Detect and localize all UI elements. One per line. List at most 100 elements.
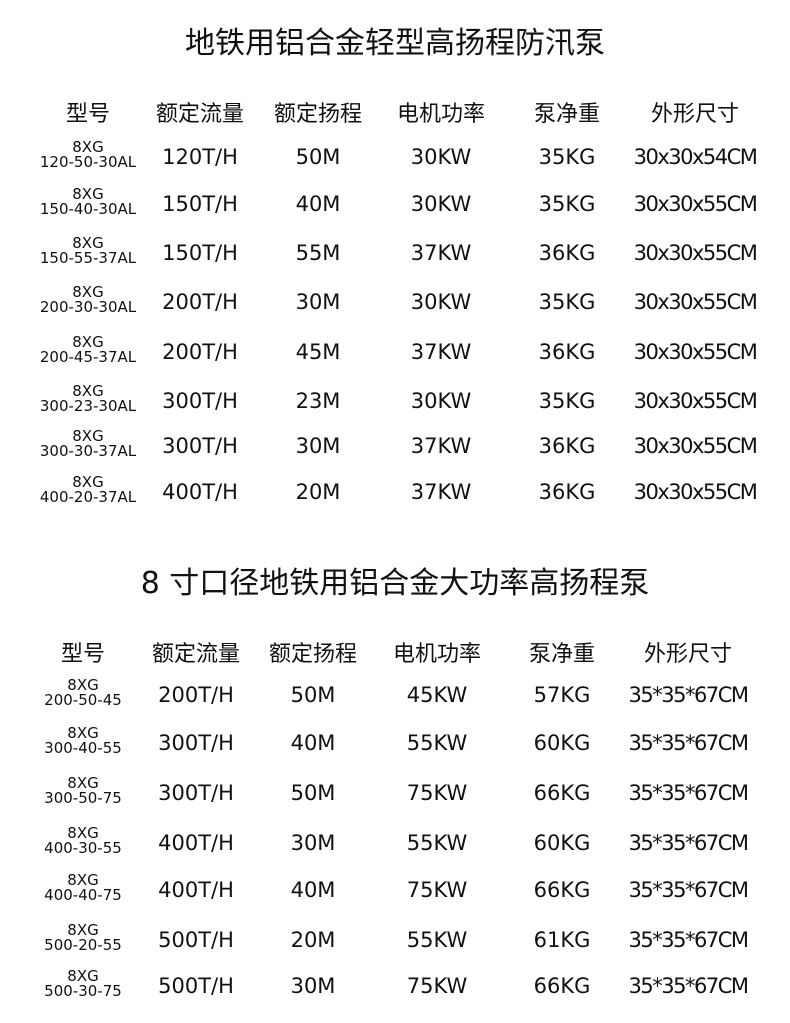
flow-rate-cell: 150T/H xyxy=(162,192,238,216)
net-weight-cell: 35KG xyxy=(538,192,596,216)
head-cell: 40M xyxy=(290,731,336,755)
dimensions-cell: 30x30x55CM xyxy=(633,480,758,504)
motor-power-cell: 75KW xyxy=(406,974,468,998)
model-cell: 8XG 400-20-37AL xyxy=(40,475,136,505)
model-cell: 8XG 120-50-30AL xyxy=(40,140,136,170)
column-header: 泵净重 xyxy=(533,102,601,127)
table-title: 地铁用铝合金轻型高扬程防汛泵 xyxy=(185,26,605,61)
column-header: 外形尺寸 xyxy=(643,642,733,667)
flow-rate-cell: 500T/H xyxy=(158,928,234,952)
flow-rate-cell: 500T/H xyxy=(158,974,234,998)
table-title: 8 寸口径地铁用铝合金大功率高扬程泵 xyxy=(140,566,650,601)
dimensions-cell: 35*35*67CM xyxy=(628,831,749,855)
head-cell: 50M xyxy=(295,145,341,169)
model-series: 8XG xyxy=(67,724,99,742)
column-header: 电机功率 xyxy=(392,642,482,667)
net-weight-cell: 35KG xyxy=(538,389,596,413)
net-weight-cell: 35KG xyxy=(538,145,596,169)
dimensions-cell: 35*35*67CM xyxy=(628,731,749,755)
model-series: 8XG xyxy=(67,921,99,939)
model-number: 150-40-30AL xyxy=(39,200,137,218)
head-cell: 30M xyxy=(290,831,336,855)
flow-rate-cell: 300T/H xyxy=(162,389,238,413)
dimensions-cell: 30x30x55CM xyxy=(633,241,758,265)
net-weight-cell: 36KG xyxy=(538,241,596,265)
column-header: 型号 xyxy=(60,642,106,667)
model-number: 400-20-37AL xyxy=(39,488,137,506)
net-weight-cell: 36KG xyxy=(538,434,596,458)
model-series: 8XG xyxy=(72,185,104,203)
model-series: 8XG xyxy=(72,283,104,301)
net-weight-cell: 61KG xyxy=(533,928,591,952)
model-series: 8XG xyxy=(72,427,104,445)
model-number: 120-50-30AL xyxy=(39,153,137,171)
flow-rate-cell: 150T/H xyxy=(162,241,238,265)
flow-rate-cell: 200T/H xyxy=(162,290,238,314)
column-header: 额定扬程 xyxy=(268,642,358,667)
column-header: 额定扬程 xyxy=(273,102,363,127)
motor-power-cell: 55KW xyxy=(406,731,468,755)
model-number: 400-30-55 xyxy=(44,839,122,857)
dimensions-cell: 30x30x55CM xyxy=(633,340,758,364)
model-series: 8XG xyxy=(72,473,104,491)
motor-power-cell: 37KW xyxy=(410,434,472,458)
head-cell: 20M xyxy=(290,928,336,952)
motor-power-cell: 37KW xyxy=(410,241,472,265)
model-series: 8XG xyxy=(72,333,104,351)
column-header: 外形尺寸 xyxy=(650,102,740,127)
dimensions-cell: 30x30x54CM xyxy=(633,145,758,169)
dimensions-cell: 35*35*67CM xyxy=(628,928,749,952)
motor-power-cell: 37KW xyxy=(410,480,472,504)
model-series: 8XG xyxy=(72,234,104,252)
model-cell: 8XG 400-30-55 xyxy=(44,826,122,856)
flow-rate-cell: 300T/H xyxy=(158,731,234,755)
model-cell: 8XG 150-55-37AL xyxy=(40,236,136,266)
flow-rate-cell: 200T/H xyxy=(162,340,238,364)
motor-power-cell: 37KW xyxy=(410,340,472,364)
column-header: 额定流量 xyxy=(151,642,241,667)
flow-rate-cell: 120T/H xyxy=(162,145,238,169)
motor-power-cell: 75KW xyxy=(406,878,468,902)
model-number: 200-30-30AL xyxy=(39,298,137,316)
model-cell: 8XG 200-45-37AL xyxy=(40,335,136,365)
column-header: 泵净重 xyxy=(528,642,596,667)
model-number: 500-30-75 xyxy=(44,982,122,1000)
net-weight-cell: 60KG xyxy=(533,731,591,755)
column-header: 型号 xyxy=(65,102,111,127)
motor-power-cell: 55KW xyxy=(406,831,468,855)
model-series: 8XG xyxy=(67,774,99,792)
column-header: 额定流量 xyxy=(155,102,245,127)
head-cell: 23M xyxy=(295,389,341,413)
dimensions-cell: 35*35*67CM xyxy=(628,781,749,805)
model-number: 200-50-45 xyxy=(44,691,122,709)
model-number: 400-40-75 xyxy=(44,886,122,904)
net-weight-cell: 35KG xyxy=(538,290,596,314)
head-cell: 30M xyxy=(295,434,341,458)
model-number: 500-20-55 xyxy=(44,936,122,954)
flow-rate-cell: 300T/H xyxy=(158,781,234,805)
model-series: 8XG xyxy=(67,824,99,842)
model-series: 8XG xyxy=(72,382,104,400)
model-cell: 8XG 300-30-37AL xyxy=(40,429,136,459)
model-cell: 8XG 200-30-30AL xyxy=(40,285,136,315)
model-number: 300-40-55 xyxy=(44,739,122,757)
head-cell: 40M xyxy=(290,878,336,902)
flow-rate-cell: 400T/H xyxy=(158,831,234,855)
model-cell: 8XG 300-40-55 xyxy=(44,726,122,756)
model-cell: 8XG 400-40-75 xyxy=(44,873,122,903)
model-cell: 8XG 500-20-55 xyxy=(44,923,122,953)
model-series: 8XG xyxy=(72,138,104,156)
model-cell: 8XG 300-50-75 xyxy=(44,776,122,806)
net-weight-cell: 36KG xyxy=(538,340,596,364)
net-weight-cell: 36KG xyxy=(538,480,596,504)
model-cell: 8XG 500-30-75 xyxy=(44,969,122,999)
motor-power-cell: 55KW xyxy=(406,928,468,952)
head-cell: 20M xyxy=(295,480,341,504)
dimensions-cell: 35*35*67CM xyxy=(628,878,749,902)
net-weight-cell: 66KG xyxy=(533,878,591,902)
net-weight-cell: 57KG xyxy=(533,683,591,707)
head-cell: 55M xyxy=(295,241,341,265)
head-cell: 45M xyxy=(295,340,341,364)
model-series: 8XG xyxy=(67,967,99,985)
model-series: 8XG xyxy=(67,871,99,889)
